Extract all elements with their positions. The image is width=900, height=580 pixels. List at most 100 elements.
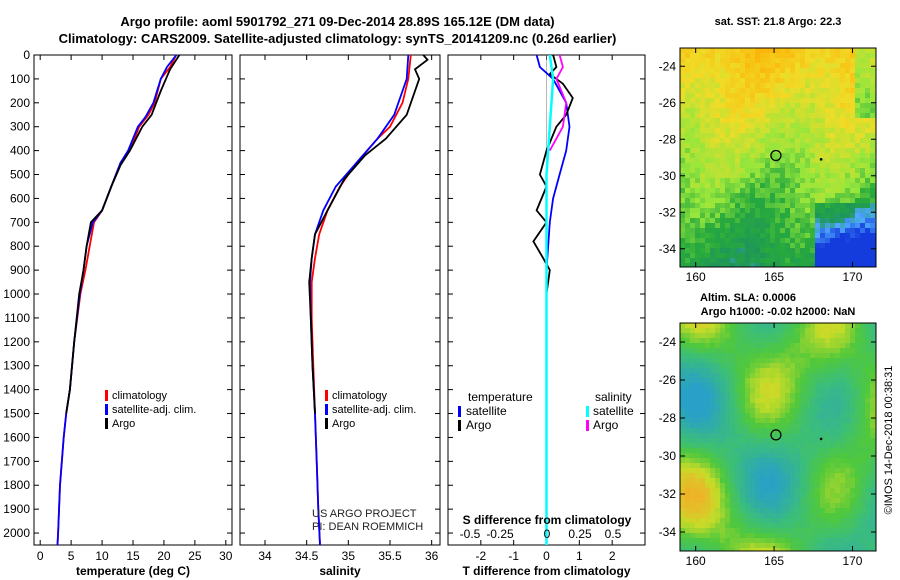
map-cell — [850, 348, 856, 354]
map-cell — [755, 488, 761, 494]
map-cell — [750, 388, 756, 394]
map-cell — [870, 328, 876, 334]
map-cell — [780, 358, 786, 364]
map-cell — [735, 68, 741, 74]
map-cell — [755, 48, 761, 54]
map-cell — [730, 458, 736, 464]
map-cell — [825, 73, 831, 79]
map-cell — [855, 353, 861, 359]
map-cell — [790, 358, 796, 364]
map-cell — [860, 53, 866, 59]
map-cell — [715, 383, 721, 389]
map-cell — [795, 228, 801, 234]
map-cell — [755, 413, 761, 419]
map-cell — [760, 123, 766, 129]
map-cell — [685, 388, 691, 394]
map-cell — [715, 428, 721, 434]
map-cell — [765, 368, 771, 374]
map-cell — [700, 448, 706, 454]
map-cell — [755, 533, 761, 539]
map-cell — [855, 413, 861, 419]
map-cell — [820, 93, 826, 99]
map-cell — [865, 528, 871, 534]
map-cell — [765, 513, 771, 519]
map-cell — [850, 148, 856, 154]
map-cell — [700, 488, 706, 494]
map-cell — [720, 528, 726, 534]
map-cell — [770, 368, 776, 374]
map-cell — [855, 128, 861, 134]
map-cell — [825, 368, 831, 374]
map-cell — [765, 198, 771, 204]
map-cell — [845, 193, 851, 199]
map-cell — [680, 168, 686, 174]
map-cell — [825, 83, 831, 89]
map-cell — [785, 388, 791, 394]
map-cell — [710, 388, 716, 394]
map-cell — [715, 108, 721, 114]
map-cell — [680, 468, 686, 474]
map-cell — [790, 223, 796, 229]
map-cell — [815, 263, 821, 267]
map-cell — [805, 198, 811, 204]
map-cell — [735, 248, 741, 254]
map-cell — [785, 243, 791, 249]
map-cell — [720, 153, 726, 159]
map-cell — [745, 168, 751, 174]
map-x-tick-label: 170 — [842, 554, 862, 568]
map-cell — [735, 438, 741, 444]
map-cell — [850, 73, 856, 79]
map-cell — [840, 388, 846, 394]
map-cell — [845, 388, 851, 394]
map-cell — [690, 453, 696, 459]
map-cell — [830, 178, 836, 184]
map-cell — [760, 203, 766, 209]
map-cell — [820, 53, 826, 59]
map-cell — [805, 403, 811, 409]
map-cell — [845, 203, 851, 209]
map-cell — [710, 53, 716, 59]
map-cell — [740, 208, 746, 214]
map-cell — [870, 353, 876, 359]
map-cell — [795, 143, 801, 149]
map-cell — [720, 173, 726, 179]
map-cell — [695, 48, 701, 54]
map-cell — [725, 358, 731, 364]
map-cell — [855, 203, 861, 209]
map-cell — [785, 158, 791, 164]
map-cell — [835, 438, 841, 444]
map-cell — [805, 468, 811, 474]
map-cell — [685, 323, 691, 329]
map-cell — [760, 483, 766, 489]
map-cell — [805, 433, 811, 439]
map-cell — [680, 363, 686, 369]
map-cell — [825, 373, 831, 379]
map-cell — [710, 143, 716, 149]
map-cell — [695, 178, 701, 184]
map-cell — [700, 473, 706, 479]
map-cell — [795, 438, 801, 444]
map-cell — [720, 213, 726, 219]
map-cell — [775, 173, 781, 179]
map-cell — [765, 403, 771, 409]
map-cell — [800, 528, 806, 534]
map-cell — [710, 223, 716, 229]
map-cell — [865, 198, 871, 204]
map-cell — [785, 208, 791, 214]
map-cell — [690, 258, 696, 264]
map-cell — [850, 453, 856, 459]
map-cell — [840, 468, 846, 474]
map-cell — [735, 93, 741, 99]
map-cell — [680, 223, 686, 229]
map-cell — [690, 168, 696, 174]
map-cell — [745, 518, 751, 524]
map-cell — [770, 378, 776, 384]
map-cell — [735, 488, 741, 494]
map-cell — [780, 388, 786, 394]
map-cell — [710, 218, 716, 224]
map-cell — [695, 168, 701, 174]
map-cell — [710, 228, 716, 234]
map-cell — [725, 218, 731, 224]
map-cell — [855, 238, 861, 244]
map-cell — [850, 223, 856, 229]
